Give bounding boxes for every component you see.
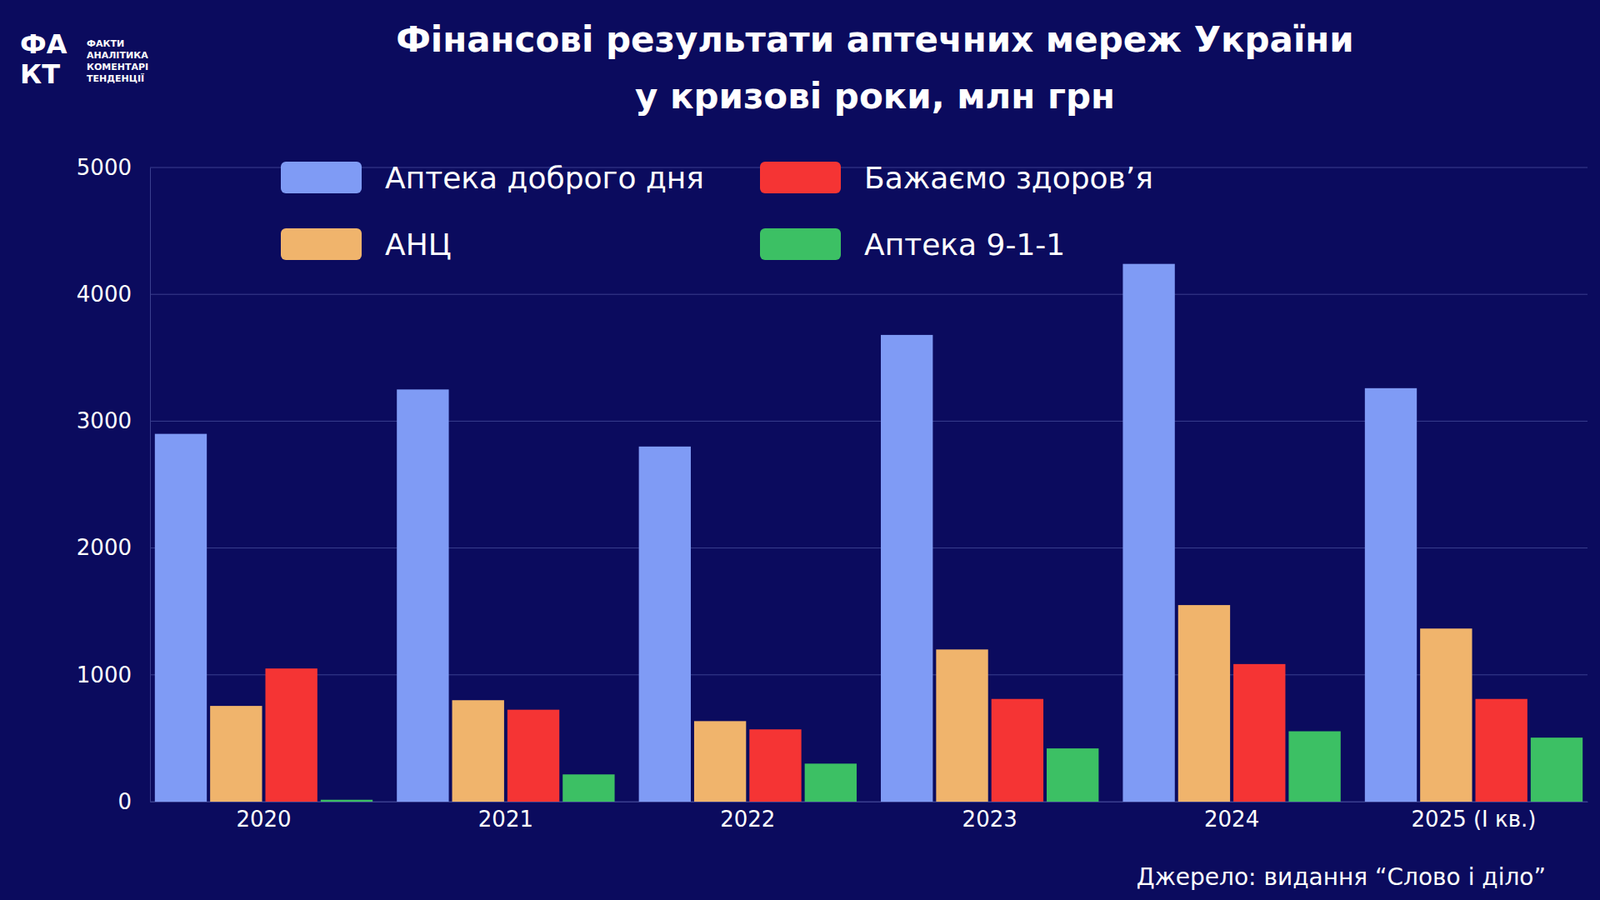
tick-label: 2021: [478, 806, 534, 832]
bar: [1178, 605, 1230, 802]
bar: [562, 774, 615, 802]
tick: 1000: [76, 662, 150, 688]
x-axis: 2020 2021 2022 2023 2024 2025 (І кв.): [150, 801, 1589, 832]
bars: [155, 264, 1583, 802]
tick-label: 2000: [76, 535, 132, 560]
bar: [452, 700, 505, 802]
legend-swatch: [280, 161, 362, 194]
tick-label: 1000: [76, 662, 132, 688]
bar: [1233, 664, 1285, 802]
bar: [265, 668, 317, 802]
tick-label: 2020: [235, 806, 291, 832]
bar: [639, 446, 691, 802]
tick: 3000: [76, 408, 150, 434]
tick: 2024: [1204, 801, 1260, 832]
legend-label: Бажаємо здоров’я: [864, 160, 1154, 195]
bar: [1122, 264, 1175, 802]
tick: 2000: [76, 535, 150, 560]
tick-label: 0: [117, 789, 132, 815]
logo-text: ФАКТИ: [86, 38, 125, 50]
legend-swatch: [760, 228, 841, 260]
title: Фінансові результати аптечних мереж Укра…: [395, 19, 1355, 60]
tick: 2021: [478, 801, 534, 832]
bar: [749, 729, 801, 802]
tick-label: 4000: [76, 281, 132, 307]
bar: [880, 335, 933, 802]
bar: [396, 389, 449, 802]
bar: [1288, 731, 1340, 802]
bar: [155, 434, 207, 802]
bar: [694, 720, 746, 802]
bar: [210, 705, 262, 802]
chart: ФАКТ ФАКТИАНАЛІТИКАКОМЕНТАРІТЕНДЕНЦІЇ Фіна…: [0, 0, 1600, 900]
legend-label: Аптека 9-1-1: [864, 227, 1065, 262]
tick-label: 3000: [76, 408, 132, 434]
bar: [805, 763, 857, 802]
tick: 2022: [720, 801, 775, 832]
tick: 2020: [235, 801, 291, 832]
tick-label: 2024: [1204, 806, 1260, 832]
source: Джерело: видання “Слово і діло”: [1136, 863, 1546, 891]
tick: 5000: [76, 155, 150, 180]
legend-swatch: [280, 228, 362, 260]
bar: [1420, 628, 1472, 802]
logo: ФАКТ ФАКТИАНАЛІТИКАКОМЕНТАРІТЕНДЕНЦІЇ: [20, 28, 149, 90]
tick-label: 2025 (І кв.): [1411, 806, 1537, 832]
tick-label: 2022: [720, 806, 775, 832]
bar: [1046, 748, 1099, 802]
grid-line: [150, 294, 1588, 295]
tick: 4000: [76, 281, 150, 307]
legend-label: Аптека доброго дня: [385, 160, 705, 195]
logo-text: ТЕНДЕНЦІЇ: [86, 72, 145, 85]
tick: 2023: [962, 801, 1018, 832]
bar: [1530, 737, 1583, 802]
axis-line: [150, 168, 151, 803]
grid: [150, 167, 1588, 802]
axis-line: [150, 801, 1589, 803]
y-axis: 0 1000 2000 3000 4000 5000: [76, 155, 151, 815]
legend-label: АНЦ: [385, 227, 452, 262]
legend: Аптека доброго дня АНЦ Бажаємо здоров’я Апт…: [280, 160, 1154, 262]
bar: [935, 649, 988, 802]
logo-mark: КТ: [20, 58, 60, 90]
bar: [991, 699, 1044, 802]
logo-text: АНАЛІТИКА: [86, 50, 149, 61]
bar: [507, 710, 560, 802]
legend-swatch: [760, 161, 841, 194]
title: у кризові роки, млн грн: [635, 75, 1115, 117]
logo-mark: ФА: [20, 28, 68, 60]
tick: 2025 (І кв.): [1411, 801, 1537, 832]
tick-label: 2023: [962, 806, 1018, 832]
bar: [1365, 388, 1417, 802]
logo-text: КОМЕНТАРІ: [86, 61, 149, 73]
tick-label: 5000: [76, 155, 132, 180]
bar: [320, 800, 373, 802]
bar: [1475, 699, 1528, 802]
tick: 0: [117, 789, 150, 815]
background: [0, 0, 1600, 900]
